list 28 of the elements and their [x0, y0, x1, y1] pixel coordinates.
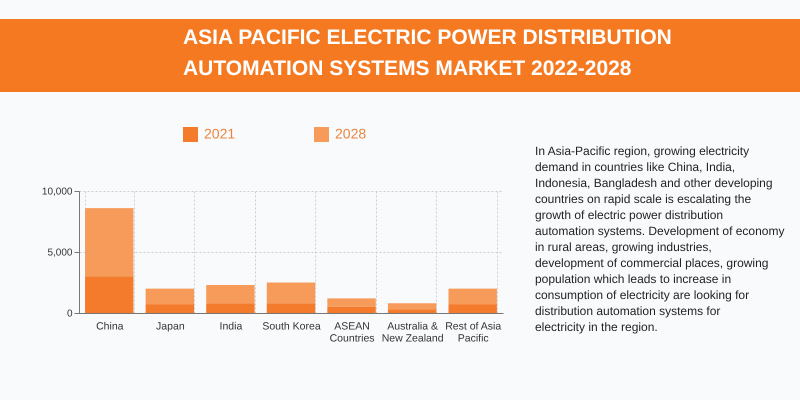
bar — [146, 288, 194, 304]
bar — [388, 303, 436, 310]
bar — [266, 282, 316, 304]
bar — [327, 298, 376, 307]
x-tick-label: ASEAN Countries — [330, 320, 375, 344]
chart-title: ASIA PACIFIC ELECTRIC POWER DISTRIBUTION AUTOMATION SYSTEMS MARKET 2022-2028 — [183, 26, 672, 80]
legend-label: 2021 — [204, 126, 236, 142]
bar — [448, 288, 497, 304]
bar — [327, 306, 376, 313]
x-tick-label: Australia & New Zealand — [382, 320, 444, 344]
y-tick-label: 0 — [66, 308, 73, 320]
legend-label: 2028 — [335, 126, 366, 142]
bar — [388, 309, 436, 313]
bar — [266, 303, 316, 313]
y-tick-label: 10,000 — [42, 186, 73, 198]
bar — [146, 304, 194, 313]
bar — [448, 304, 497, 313]
x-tick-label: Japan — [156, 320, 185, 332]
x-tick-label: South Korea — [262, 320, 321, 332]
y-tick-label: 5,000 — [47, 248, 73, 258]
bar — [206, 303, 255, 313]
bar — [85, 208, 134, 276]
text: In Asia-Pacific region, growing electricity demand in countries like China, India, Indonesia, Bangladesh and other developing countries on rapid scale is escalating the growth of electric power distribution automation systems. Development of economy in rural areas, growing industries, development of commercial places, growing population which leads to increase in consumption of electricity are looking for distribution automation systems for electricity in the region. — [535, 144, 784, 334]
x-tick-label: Rest of Asia Pacific — [445, 320, 502, 344]
x-tick-label: India — [220, 320, 242, 332]
x-tick-label: China — [96, 320, 124, 332]
bar — [85, 276, 134, 313]
bar — [206, 284, 255, 304]
